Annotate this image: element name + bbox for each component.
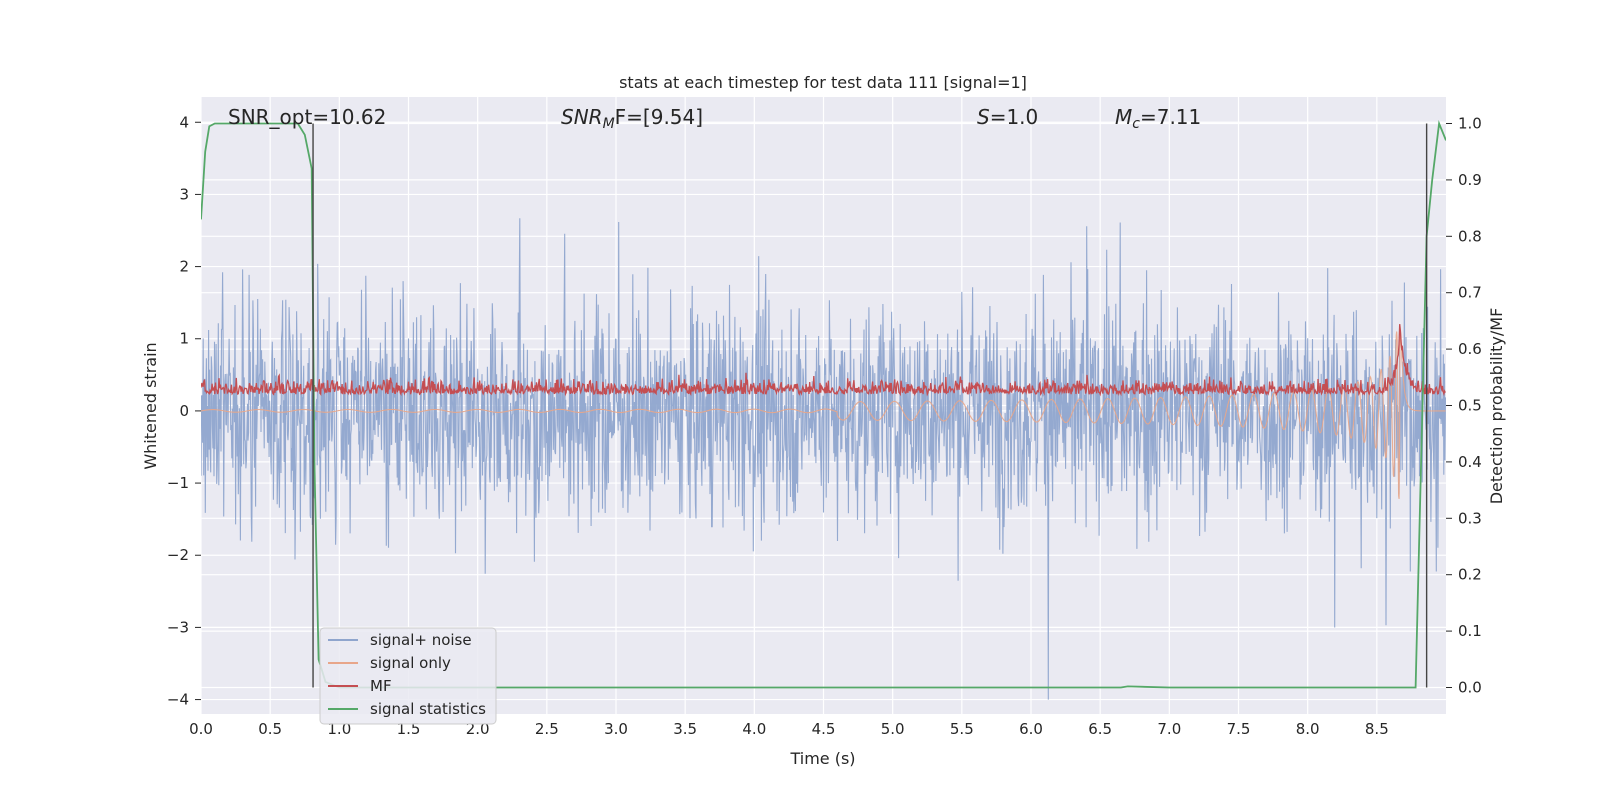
legend-label-signal-only: signal only: [370, 654, 451, 672]
annotation-snr-mf-base: SNR: [561, 105, 603, 129]
y-tick-label: 3: [179, 185, 189, 203]
x-tick-label: 3.0: [604, 720, 628, 738]
y2-tick-label: 0.1: [1458, 622, 1482, 640]
y2-tick-label: 0.0: [1458, 678, 1482, 696]
y2-tick-label: 0.2: [1458, 566, 1482, 584]
y-axis-left: −4 −3 −2 −1 0 1 2 3 4: [167, 113, 201, 709]
x-tick-label: 6.0: [1019, 720, 1043, 738]
y-tick-label: −4: [167, 691, 189, 709]
y-tick-label: 1: [179, 330, 189, 348]
x-tick-label: 8.5: [1365, 720, 1389, 738]
series-layer: [201, 119, 1446, 700]
annotation-mc: Mc=7.11: [1115, 105, 1201, 132]
y-tick-label: −2: [167, 546, 189, 564]
x-tick-label: 4.0: [742, 720, 766, 738]
x-tick-label: 2.5: [535, 720, 559, 738]
y-tick-label: −1: [167, 474, 189, 492]
x-tick-label: 3.5: [673, 720, 697, 738]
x-tick-label: 5.5: [950, 720, 974, 738]
y-tick-label: 0: [179, 402, 189, 420]
y-axis-label: Whitened strain: [141, 342, 160, 469]
y2-tick-label: 0.3: [1458, 509, 1482, 527]
y2-tick-label: 0.6: [1458, 340, 1482, 358]
y2-tick-label: 0.7: [1458, 284, 1482, 302]
x-axis-label: Time (s): [789, 749, 855, 768]
legend-label-signal-noise: signal+ noise: [370, 631, 472, 649]
x-tick-label: 8.0: [1296, 720, 1320, 738]
legend-box: [319, 627, 497, 725]
annotation-mc-tail: =7.11: [1140, 105, 1201, 129]
vertical-lines: [312, 123, 1428, 688]
legend-label-signal-statistics: signal statistics: [370, 700, 486, 718]
annotation-s: S=1.0: [977, 105, 1038, 129]
x-tick-label: 7.0: [1157, 720, 1181, 738]
x-tick-label: 6.5: [1088, 720, 1112, 738]
series-signal-only-line: [201, 331, 1446, 499]
y2-tick-label: 0.8: [1458, 227, 1482, 245]
annotation-snr-mf-tail: F=[9.54]: [615, 105, 703, 129]
annotation-s-tail: =1.0: [990, 105, 1039, 129]
legend-label-mf: MF: [370, 677, 392, 695]
x-tick-label: 0.0: [189, 720, 213, 738]
y2-tick-label: 0.5: [1458, 397, 1482, 415]
y-tick-label: 2: [179, 258, 189, 276]
y-tick-label: −3: [167, 618, 189, 636]
annotation-mc-base: M: [1115, 105, 1132, 129]
series-signal-statistics-line: [201, 119, 1446, 689]
annotation-snr-mf-sub: M: [603, 116, 615, 132]
x-tick-label: 0.5: [258, 720, 282, 738]
series-mf-line: [201, 324, 1446, 397]
y-axis-right: 0.0 0.1 0.2 0.3 0.4 0.5 0.6 0.7 0.8 0.9 1.0: [1446, 115, 1482, 696]
series-signal-noise-line: [201, 218, 1446, 700]
x-axis: 0.0 0.5 1.0 1.5 2.0 2.5 3.0 3.5 4.0 4.5 5.0 5.5 6.0 6…: [189, 720, 1389, 738]
x-tick-label: 5.0: [881, 720, 905, 738]
y2-tick-label: 0.9: [1458, 171, 1482, 189]
annotation-snr-mf: SNRMF=[9.54]: [561, 105, 703, 132]
legend: signal+ noise signal only MF signal stat…: [319, 627, 497, 725]
plot-area: [201, 119, 1446, 700]
annotations: SNR_opt=10.62 SNRMF=[9.54] S=1.0 Mc=7.11: [228, 105, 1201, 132]
annotation-snr-opt: SNR_opt=10.62: [228, 105, 386, 129]
y-axis-right-label: Detection probability/MF: [1487, 308, 1506, 505]
y-tick-label: 4: [179, 113, 189, 131]
y2-tick-label: 0.4: [1458, 453, 1482, 471]
chart-title: stats at each timestep for test data 111…: [619, 73, 1027, 92]
annotation-s-base: S: [977, 105, 990, 129]
x-tick-label: 7.5: [1227, 720, 1251, 738]
x-tick-label: 4.5: [812, 720, 836, 738]
y2-tick-label: 1.0: [1458, 115, 1482, 133]
annotation-mc-sub: c: [1132, 116, 1140, 132]
